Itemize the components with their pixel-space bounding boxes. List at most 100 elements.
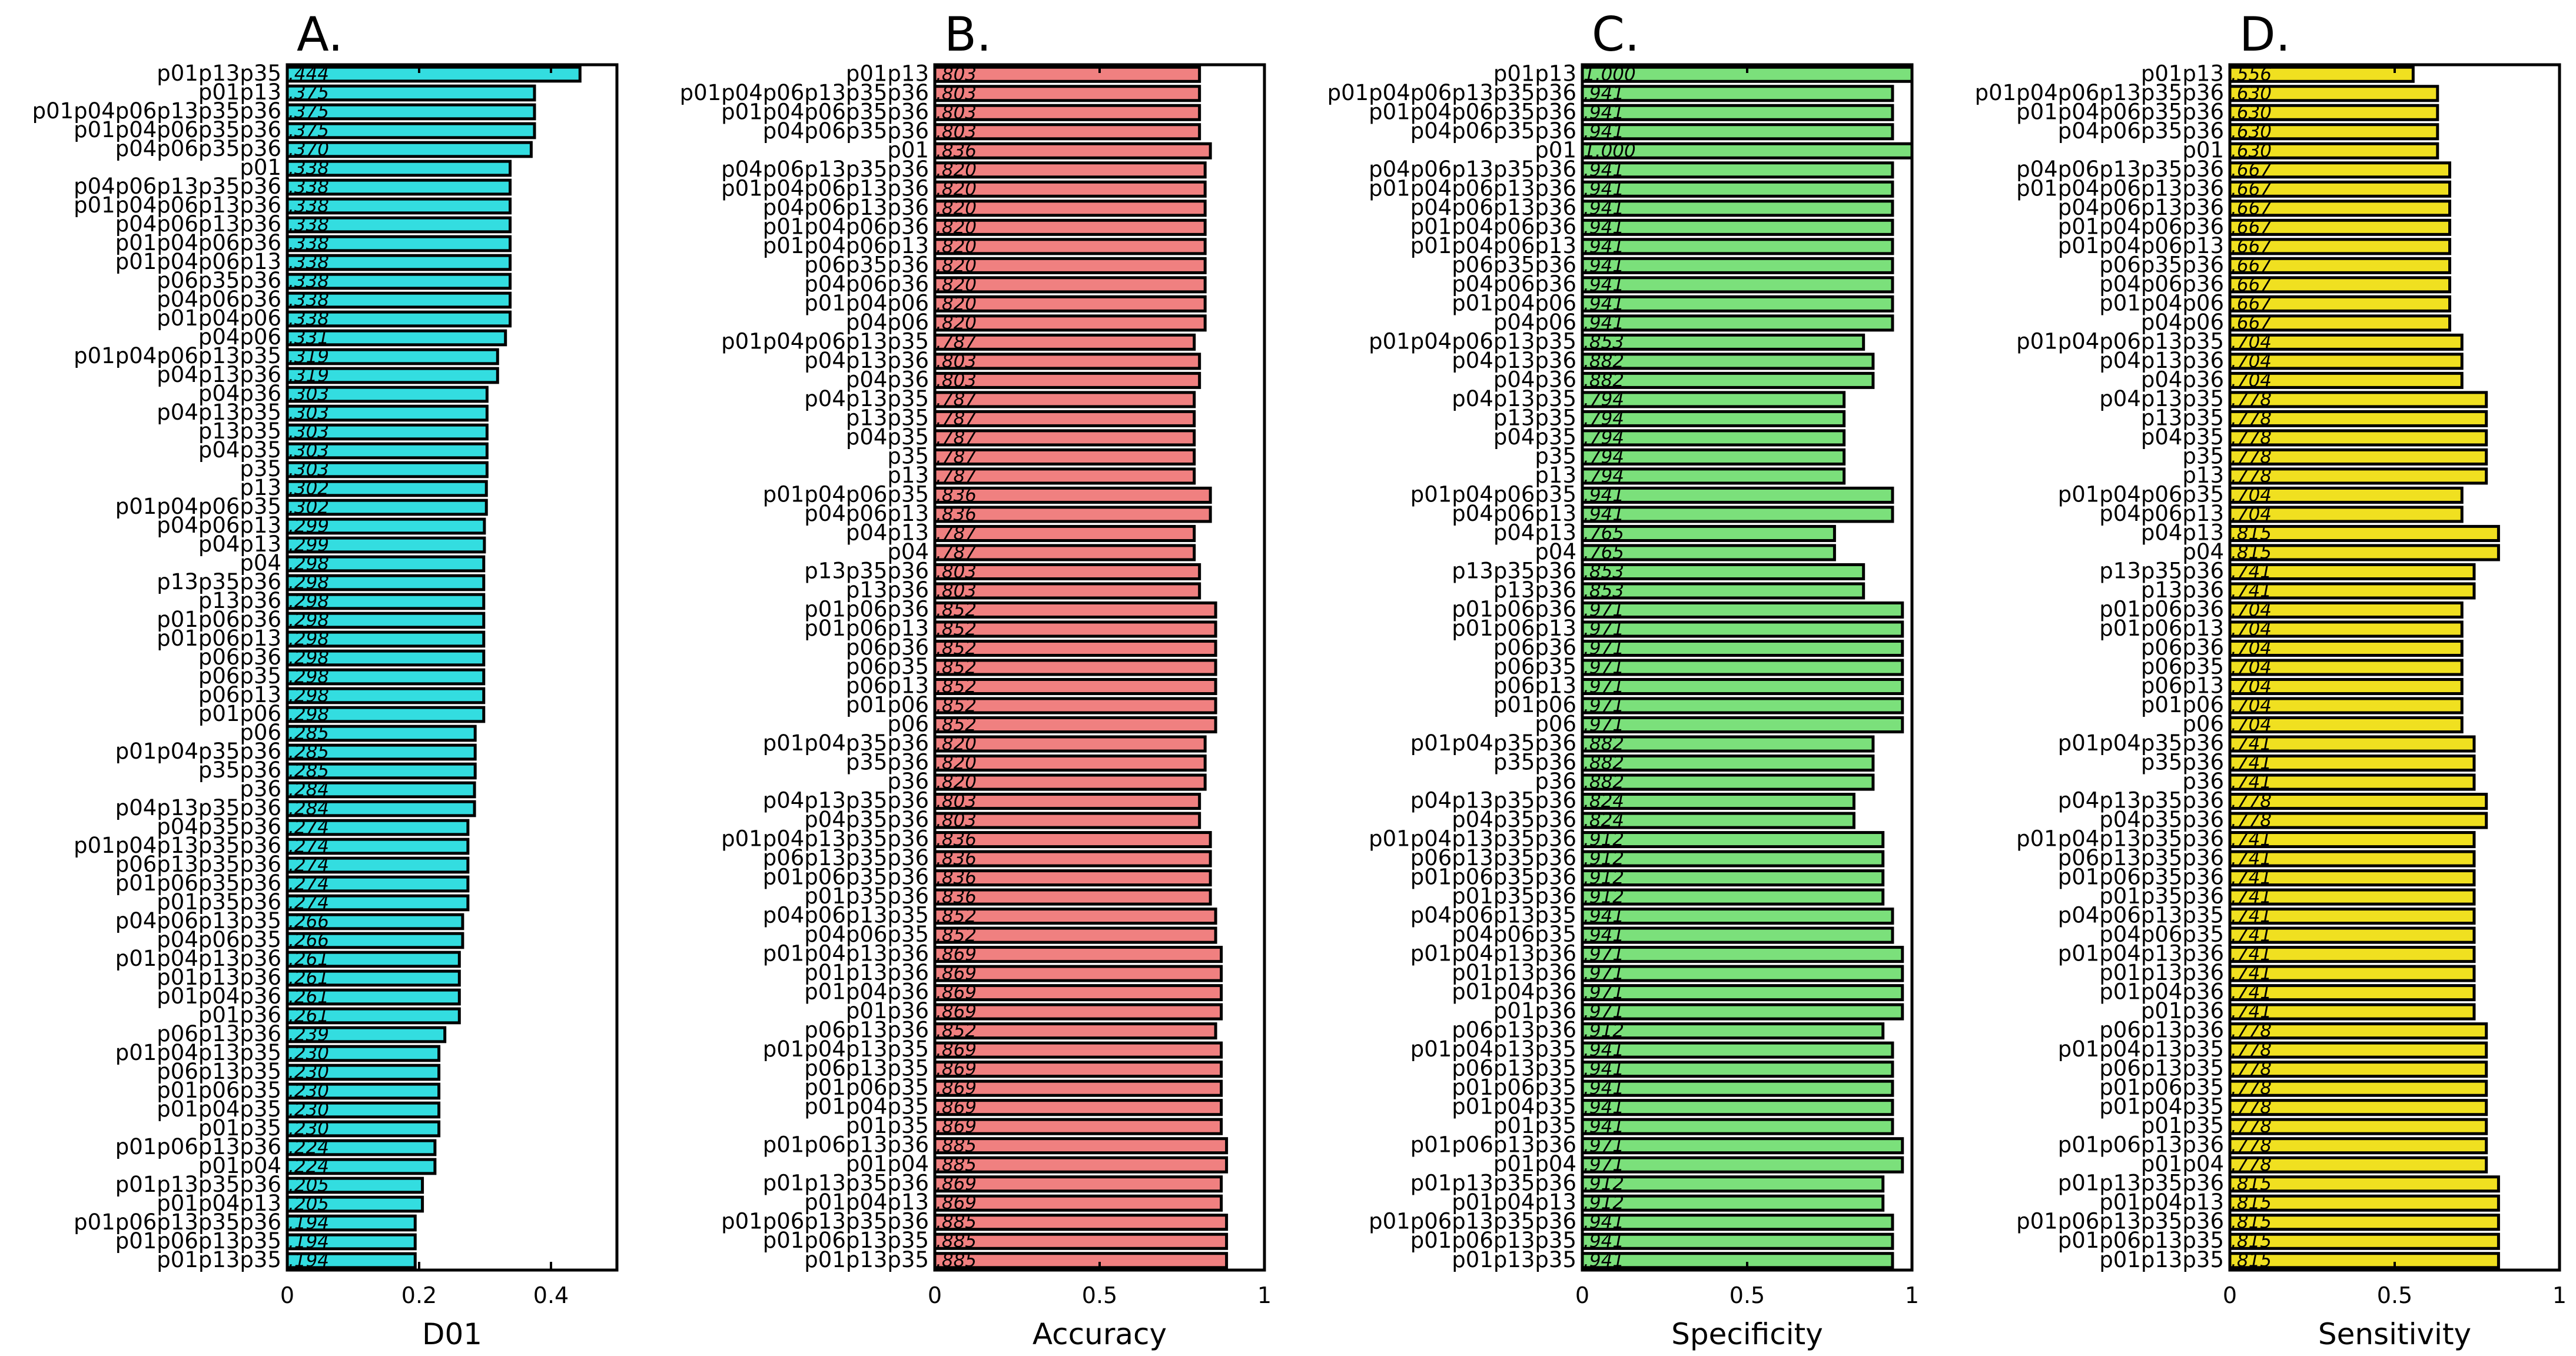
category-label: p01p04p06p36 bbox=[2058, 214, 2224, 239]
category-label: p06p13p35p36 bbox=[1410, 845, 1576, 870]
bar bbox=[1581, 1194, 1885, 1212]
chart-panel: B.p01p13.803p01p04p06p13p35p36.803p01p04… bbox=[680, 7, 1272, 1351]
bar bbox=[1581, 333, 1865, 351]
category-label: p06p13 bbox=[198, 682, 281, 707]
value-label: .274 bbox=[288, 855, 329, 876]
category-label: p35 bbox=[1535, 443, 1576, 468]
bar bbox=[2228, 371, 2464, 389]
category-label: p06p35p36 bbox=[157, 268, 281, 293]
value-label: .820 bbox=[936, 753, 977, 774]
value-label: .630 bbox=[2231, 140, 2272, 161]
value-label: .941 bbox=[1584, 83, 1624, 104]
category-label: p01p04p06p13 bbox=[763, 233, 929, 258]
category-label: p06p13p35p36 bbox=[763, 845, 929, 870]
value-label: .820 bbox=[936, 733, 977, 755]
x-tick-label: 0 bbox=[1575, 1282, 1589, 1308]
category-label: p01p04p35 bbox=[1452, 1094, 1576, 1119]
category-label: p01p13p35 bbox=[2099, 1247, 2224, 1272]
value-label: .803 bbox=[936, 370, 977, 391]
category-label: p01p13p35 bbox=[1452, 1247, 1576, 1272]
value-label: .375 bbox=[288, 82, 329, 104]
value-label: .971 bbox=[1584, 714, 1624, 736]
category-label: p01p06p13p36 bbox=[763, 1132, 929, 1158]
value-label: .741 bbox=[2231, 925, 2272, 946]
x-tick-label: 0.4 bbox=[533, 1282, 569, 1308]
category-label: p04p06p13p35p36 bbox=[721, 157, 929, 182]
value-label: .820 bbox=[936, 236, 977, 257]
category-label: p04p06p35p36 bbox=[115, 136, 281, 161]
category-label: p04p06p13p36 bbox=[115, 211, 281, 237]
value-label: .852 bbox=[936, 1021, 977, 1042]
category-label: p13 bbox=[2182, 463, 2224, 488]
category-label: p01p06p13p35p36 bbox=[2016, 1209, 2224, 1234]
value-label: .820 bbox=[936, 178, 977, 200]
bar bbox=[933, 1175, 1223, 1193]
value-label: .194 bbox=[288, 1231, 329, 1252]
value-label: .375 bbox=[288, 101, 329, 122]
value-label: .331 bbox=[288, 327, 329, 348]
bar bbox=[1581, 1079, 1894, 1097]
category-label: p01p04p13p36 bbox=[1410, 941, 1576, 966]
bar bbox=[1581, 200, 1894, 217]
category-label: p04p35p36 bbox=[804, 807, 929, 832]
category-label: p01p04p06p35 bbox=[115, 494, 281, 519]
value-label: .778 bbox=[2231, 1021, 2272, 1042]
category-label: p06 bbox=[887, 712, 929, 737]
value-label: .741 bbox=[2231, 733, 2272, 755]
bar bbox=[1581, 506, 1894, 523]
category-label: p06p36 bbox=[2141, 634, 2224, 660]
category-label: p01p36 bbox=[846, 998, 929, 1023]
value-label: .794 bbox=[1584, 446, 1624, 467]
value-label: .787 bbox=[936, 331, 977, 353]
bar bbox=[1581, 888, 1885, 906]
category-label: p01p06p13p35p36 bbox=[74, 1209, 281, 1235]
value-label: 1.000 bbox=[1584, 64, 1636, 85]
value-label: .820 bbox=[936, 159, 977, 181]
value-label: .667 bbox=[2231, 178, 2272, 200]
value-label: .869 bbox=[936, 1078, 977, 1099]
bar bbox=[1581, 1061, 1894, 1078]
category-label: p01p13p36 bbox=[804, 960, 929, 985]
bar bbox=[933, 984, 1223, 1002]
value-label: .820 bbox=[936, 255, 977, 276]
value-label: .194 bbox=[288, 1250, 329, 1271]
category-label: p04p35 bbox=[1493, 424, 1576, 450]
bar bbox=[2228, 410, 2488, 427]
value-label: .704 bbox=[2231, 619, 2272, 640]
panel-letter: A. bbox=[297, 7, 343, 62]
category-label: p06p35p36 bbox=[1452, 252, 1576, 277]
value-label: .667 bbox=[2231, 198, 2272, 219]
chart-panel: C.p01p13 1.000p01p04p06p13p35p36.941p01p0… bbox=[1327, 7, 1920, 1351]
value-label: .912 bbox=[1584, 1174, 1624, 1195]
bar bbox=[1581, 639, 1904, 657]
bar bbox=[1581, 659, 1904, 676]
category-label: p04p06 bbox=[198, 324, 281, 350]
category-label: p04p36 bbox=[1493, 367, 1576, 392]
bar bbox=[933, 659, 1217, 676]
value-label: .704 bbox=[2231, 504, 2272, 525]
axes-frame bbox=[286, 63, 619, 1272]
category-label: p04p13 bbox=[846, 520, 929, 545]
bar bbox=[933, 276, 1207, 294]
bar bbox=[933, 1156, 1229, 1174]
value-label: .971 bbox=[1584, 695, 1624, 716]
value-label: .205 bbox=[288, 1194, 329, 1215]
category-label: p01p06p13p35p36 bbox=[1369, 1209, 1576, 1234]
bar bbox=[1581, 582, 1865, 600]
category-label: p01p13p35p36 bbox=[2058, 1171, 2224, 1196]
value-label: .882 bbox=[1584, 733, 1624, 755]
category-label: p13p36 bbox=[846, 577, 929, 603]
category-label: p01p04p13p35p36 bbox=[2016, 826, 2224, 852]
x-tick-label: 1 bbox=[2552, 1282, 2567, 1308]
value-label: .803 bbox=[936, 121, 977, 142]
category-label: p01p04 bbox=[1493, 1151, 1576, 1176]
x-tick-label: 0 bbox=[280, 1282, 294, 1308]
value-label: .912 bbox=[1584, 868, 1624, 889]
category-label: p01p06p35p36 bbox=[2058, 865, 2224, 890]
category-label: p01p35 bbox=[1493, 1113, 1576, 1138]
panel-letter: D. bbox=[2239, 7, 2290, 62]
value-label: .852 bbox=[936, 925, 977, 946]
category-label: p01p06 bbox=[2141, 692, 2224, 717]
category-label: p04p13 bbox=[2141, 520, 2224, 545]
value-label: .194 bbox=[288, 1212, 329, 1234]
